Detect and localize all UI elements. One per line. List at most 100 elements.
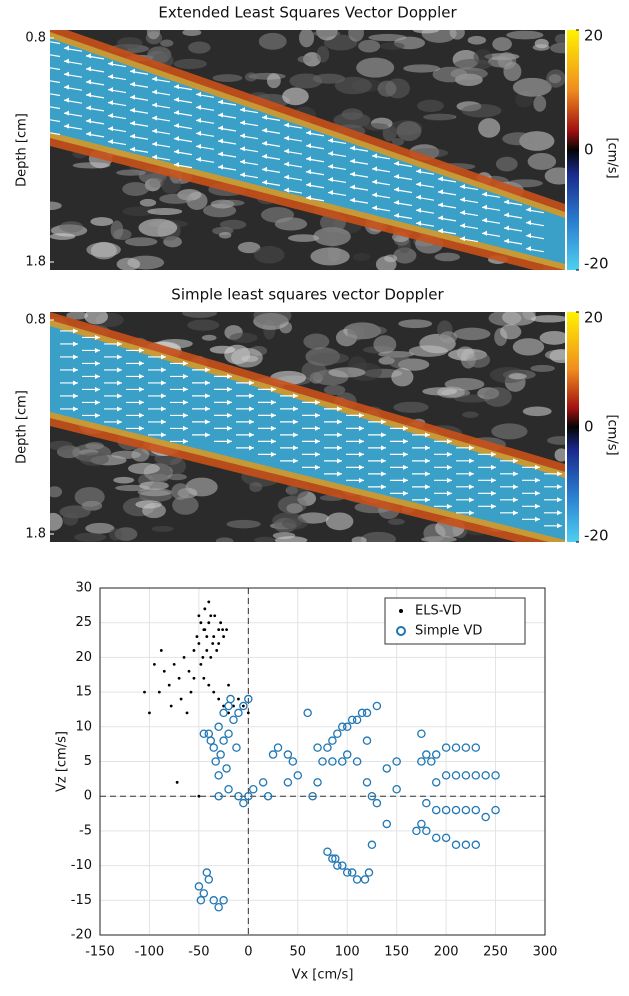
- arrow-head: [350, 197, 355, 203]
- speckle: [364, 123, 390, 131]
- arrow-head: [403, 464, 408, 470]
- arrow-head: [240, 133, 245, 139]
- speckle: [554, 33, 565, 45]
- speckle: [360, 531, 396, 542]
- speckle: [388, 355, 412, 369]
- data-point: [209, 743, 218, 752]
- arrow-head: [315, 425, 320, 431]
- arrow-head: [108, 61, 113, 67]
- data-point: [234, 791, 243, 801]
- data-point: [273, 743, 283, 752]
- data-point: [239, 701, 248, 711]
- velocity-arrow: [50, 119, 61, 123]
- speckle: [522, 312, 536, 320]
- arrow-head: [152, 89, 157, 95]
- speckle: [187, 319, 220, 331]
- arrow-head: [152, 128, 157, 134]
- data-point: [206, 736, 216, 745]
- speckle: [142, 502, 166, 519]
- arrow-head: [139, 386, 144, 392]
- arrow-head: [438, 189, 443, 195]
- arrow-head: [557, 510, 562, 516]
- data-point: [372, 798, 382, 808]
- speckle: [403, 64, 441, 73]
- speckle: [483, 387, 512, 407]
- data-point: [382, 764, 392, 773]
- speckle: [62, 512, 79, 526]
- arrow-head: [262, 179, 267, 185]
- data-point: [237, 697, 240, 701]
- arrow-head: [130, 81, 135, 87]
- data-point: [347, 715, 357, 725]
- arrow-head: [108, 74, 113, 80]
- speckle: [188, 41, 211, 54]
- speckle: [50, 486, 63, 498]
- arrow-head: [73, 367, 78, 373]
- data-point: [207, 621, 211, 625]
- speckle: [530, 315, 565, 323]
- speckle: [450, 67, 488, 80]
- speckle: [138, 218, 178, 237]
- arrow-head: [64, 71, 69, 77]
- arrow-head: [95, 334, 100, 340]
- arrow-head: [284, 187, 289, 193]
- arrow-head: [95, 412, 100, 418]
- speckle: [333, 112, 371, 129]
- arrow-head: [337, 406, 342, 412]
- speckle: [172, 495, 199, 515]
- arrow-head: [469, 484, 474, 490]
- speckle: [122, 206, 156, 217]
- speckle: [85, 441, 104, 450]
- speckle: [173, 58, 207, 70]
- arrow-head: [42, 90, 47, 95]
- arrow-head: [139, 347, 144, 353]
- arrow-head: [372, 192, 377, 198]
- arrow-head: [381, 458, 386, 464]
- speckle: [393, 247, 417, 264]
- colorbar: [567, 30, 579, 270]
- arrow-head: [306, 169, 311, 175]
- arrow-head: [183, 386, 188, 392]
- data-point: [431, 805, 441, 815]
- data-point: [417, 757, 426, 766]
- data-point: [352, 875, 362, 884]
- data-point: [427, 757, 436, 766]
- speckle: [218, 231, 232, 239]
- speckle: [478, 118, 501, 138]
- arrow-head: [425, 471, 430, 477]
- data-point: [215, 649, 219, 652]
- arrow-head: [218, 99, 223, 105]
- arrow-head: [42, 103, 47, 108]
- legend-label: ELS-VD: [415, 604, 462, 619]
- arrow-head: [284, 148, 289, 154]
- arrow-head: [205, 406, 210, 412]
- data-point: [323, 847, 332, 856]
- y-tick-label: 0: [84, 789, 92, 804]
- arrow-head: [293, 419, 298, 425]
- scatter-plot: -150 -100 -50 0 50 100 150 200 250 300-20-15-10-5…: [55, 581, 558, 983]
- data-point: [219, 736, 228, 745]
- speckle: [50, 512, 63, 531]
- arrow-head: [249, 380, 254, 386]
- arrow-head: [183, 399, 188, 405]
- data-point: [214, 771, 223, 780]
- arrow-head: [271, 412, 276, 418]
- arrow-head: [526, 207, 531, 213]
- data-point: [362, 736, 372, 745]
- legend-marker: [396, 626, 406, 636]
- arrow-head: [425, 432, 430, 438]
- data-point: [441, 771, 451, 780]
- speckle: [84, 312, 108, 325]
- y-tick-label: 10: [75, 719, 92, 734]
- arrow-head: [262, 166, 267, 172]
- arrow-head: [447, 490, 452, 496]
- arrow-head: [372, 179, 377, 185]
- speckle: [117, 37, 143, 49]
- speckle: [398, 319, 433, 329]
- arrow-head: [337, 458, 342, 464]
- data-point: [461, 840, 471, 850]
- data-point: [367, 791, 377, 801]
- data-point: [211, 642, 215, 645]
- x-tick-label: 150: [384, 945, 409, 960]
- arrow-head: [337, 432, 342, 438]
